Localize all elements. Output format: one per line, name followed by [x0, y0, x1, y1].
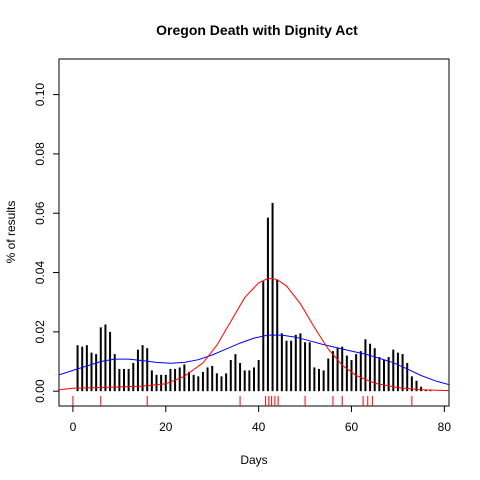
histogram-bars — [76, 202, 432, 392]
x-axis: 0 20 40 60 80 — [70, 406, 452, 434]
y-axis: 0.00 0.02 0.04 0.06 0.08 0.10 — [33, 83, 59, 403]
x-tick-label: 40 — [252, 420, 266, 434]
y-tick-label: 0.00 — [33, 379, 47, 403]
density-curve — [59, 278, 449, 392]
x-tick-label: 0 — [70, 420, 77, 434]
y-tick-label: 0.06 — [33, 201, 47, 225]
x-tick-label: 60 — [345, 420, 359, 434]
rug-marks — [72, 396, 413, 406]
x-axis-label: Days — [240, 453, 267, 467]
y-tick-label: 0.02 — [33, 320, 47, 344]
x-tick-label: 20 — [159, 420, 173, 434]
chart-title: Oregon Death with Dignity Act — [156, 22, 358, 38]
x-tick-label: 80 — [438, 420, 452, 434]
density-curves — [59, 278, 449, 392]
y-tick-label: 0.04 — [33, 261, 47, 285]
y-axis-label: % of results — [4, 201, 18, 264]
y-tick-label: 0.08 — [33, 142, 47, 166]
y-tick-label: 0.10 — [33, 83, 47, 107]
density-curve — [59, 334, 449, 386]
plot-box — [58, 58, 450, 407]
